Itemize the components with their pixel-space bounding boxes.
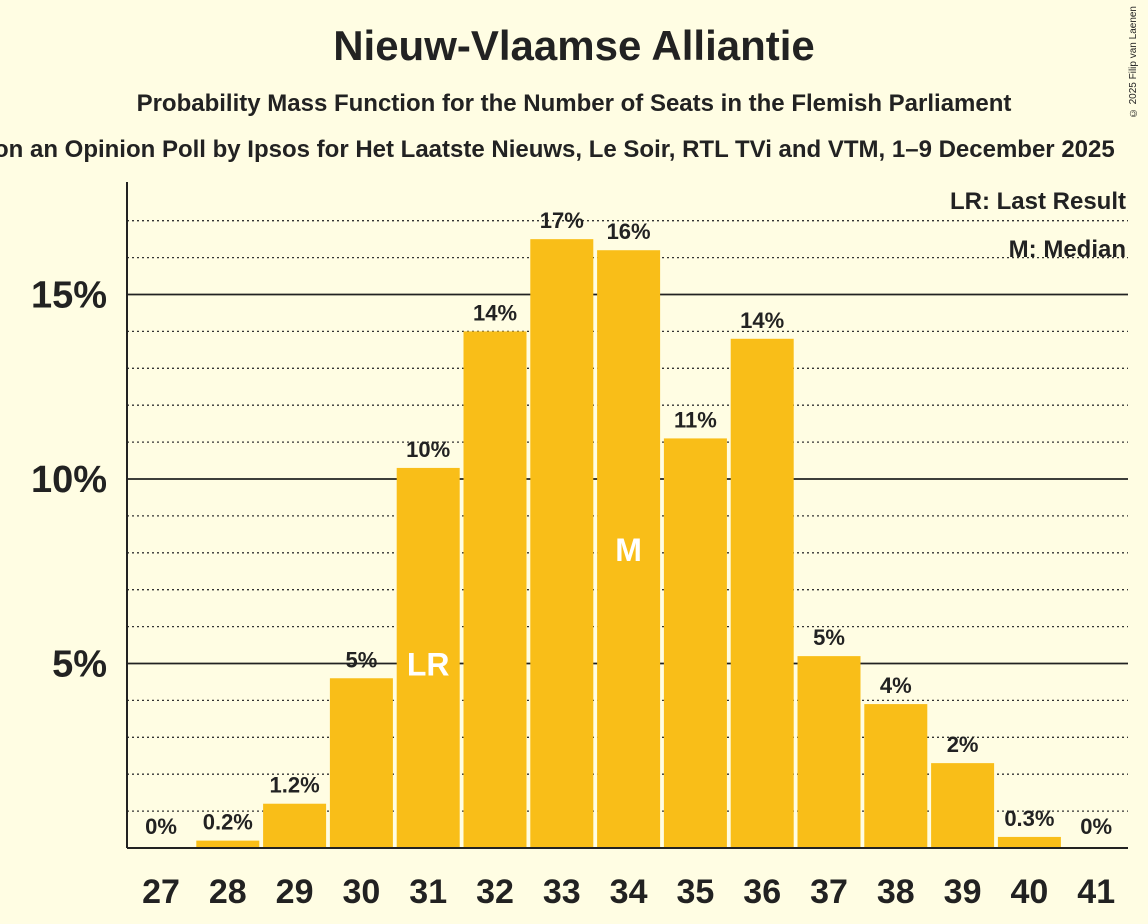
x-tick-label-35: 35	[676, 873, 714, 911]
x-tick-label-38: 38	[877, 873, 915, 911]
y-tick-label: 5%	[52, 644, 107, 686]
x-tick-label-41: 41	[1077, 873, 1115, 911]
bar-28	[196, 840, 260, 848]
bar-33	[530, 239, 594, 848]
x-tick-label-36: 36	[743, 873, 781, 911]
bar-34	[597, 250, 661, 849]
bar-37	[797, 656, 861, 848]
data-label-27: 0%	[145, 814, 177, 839]
data-label-36: 14%	[740, 308, 784, 333]
x-tick-label-31: 31	[409, 873, 447, 911]
data-label-31: 10%	[406, 437, 450, 462]
bar-40	[997, 836, 1061, 848]
x-tick-label-27: 27	[142, 873, 180, 911]
bar-35	[663, 438, 727, 848]
data-label-41: 0%	[1080, 814, 1112, 839]
data-label-32: 14%	[473, 300, 517, 325]
data-label-33: 17%	[540, 208, 584, 233]
x-tick-label-29: 29	[276, 873, 314, 911]
data-label-38: 4%	[880, 673, 912, 698]
data-label-29: 1.2%	[270, 773, 320, 798]
data-label-40: 0.3%	[1004, 806, 1054, 831]
data-label-37: 5%	[813, 625, 845, 650]
data-label-30: 5%	[346, 647, 378, 672]
marker-lr: LR	[407, 647, 450, 683]
x-tick-label-28: 28	[209, 873, 247, 911]
bar-31	[396, 467, 460, 848]
bar-36	[730, 338, 794, 848]
bar-29	[263, 803, 327, 848]
marker-m: M	[615, 532, 642, 568]
data-label-34: 16%	[607, 219, 651, 244]
data-label-39: 2%	[947, 732, 979, 757]
chart-source-text: Based on an Opinion Poll by Ipsos for He…	[0, 136, 1115, 163]
x-tick-label-30: 30	[342, 873, 380, 911]
bar-38	[864, 704, 928, 848]
data-label-35: 11%	[674, 407, 717, 432]
bar-39	[931, 763, 995, 848]
x-tick-label-39: 39	[944, 873, 982, 911]
data-label-28: 0.2%	[203, 810, 253, 835]
x-tick-label-40: 40	[1010, 873, 1048, 911]
bar-layer	[196, 239, 1061, 849]
x-tick-label-33: 33	[543, 873, 581, 911]
bar-30	[329, 678, 393, 848]
x-tick-label-34: 34	[610, 873, 648, 911]
legend-last-result: LR: Last Result	[950, 188, 1126, 215]
y-tick-label: 10%	[31, 459, 107, 501]
chart-title: Nieuw-Vlaamse Alliantie	[333, 22, 815, 69]
bar-32	[463, 331, 527, 848]
chart-source: Based on an Opinion Poll by Ipsos for He…	[0, 136, 1148, 164]
legend-layer: LR: Last Result M: Median	[950, 188, 1126, 263]
chart-subtitle: Probability Mass Function for the Number…	[136, 90, 1012, 117]
legend-median: M: Median	[1009, 236, 1126, 263]
x-tick-label-37: 37	[810, 873, 848, 911]
axis-layer: 5% 10% 15% 27 28 29 30 31 32 33 34 35 36 37 38 39 40 41	[31, 182, 1128, 911]
label-layer: 0% 0.2% 1.2% 5% 10% 14% 17% 16% 11% 14% 5% 4% 2% 0.3%…	[145, 208, 1112, 839]
x-tick-label-32: 32	[476, 873, 514, 911]
y-tick-label: 15%	[31, 275, 107, 317]
